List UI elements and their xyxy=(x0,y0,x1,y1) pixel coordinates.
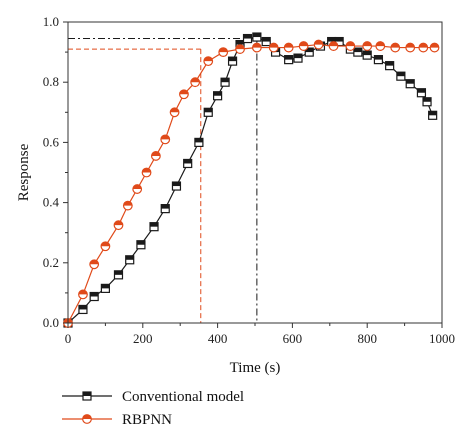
y-tick-label: 0.8 xyxy=(43,74,59,89)
data-point-fill xyxy=(327,37,336,42)
legend-item-conventional-model: Conventional model xyxy=(62,389,244,405)
legend-label-rbpnn: RBPNN xyxy=(122,412,172,428)
x-tick-label: 0 xyxy=(65,331,72,346)
series-layer xyxy=(63,32,440,328)
data-point-fill xyxy=(221,78,230,83)
y-axis-title: Response xyxy=(16,143,32,201)
legend-marker-shape-fill xyxy=(83,392,91,396)
data-point-fill xyxy=(335,37,344,42)
y-tick-label: 0.0 xyxy=(43,315,59,330)
data-point-fill xyxy=(374,55,383,60)
data-point-fill xyxy=(252,33,261,38)
legend-item-rbpnn: RBPNN xyxy=(62,412,172,428)
data-point-fill xyxy=(417,88,426,93)
data-point-fill xyxy=(203,56,213,62)
legend-marker-rbpnn xyxy=(82,414,92,424)
data-point-fill xyxy=(194,138,203,143)
data-point-fill xyxy=(142,168,151,173)
data-point-fill xyxy=(172,182,181,187)
data-point-fill xyxy=(294,54,303,59)
series-line xyxy=(67,36,434,324)
data-point-fill xyxy=(252,43,262,48)
x-tick-label: 600 xyxy=(283,331,303,346)
data-point-fill xyxy=(150,222,159,227)
legend-label-conventional-model: Conventional model xyxy=(122,389,244,405)
data-point-fill xyxy=(419,43,428,48)
data-point-fill xyxy=(428,111,437,116)
data-point-fill xyxy=(101,284,110,289)
data-point-fill xyxy=(284,55,293,60)
data-point-fill xyxy=(78,305,87,310)
data-point-fill xyxy=(190,77,200,83)
data-point-fill xyxy=(353,48,362,53)
data-point-fill xyxy=(346,41,355,47)
series-rbpnn xyxy=(63,39,440,328)
data-point-fill xyxy=(161,204,170,209)
data-point-fill xyxy=(151,151,161,156)
x-axis-ticks: 0 200 400 600 800 1000 xyxy=(65,323,455,346)
data-point-fill xyxy=(405,43,415,48)
data-point-fill xyxy=(218,47,228,53)
data-point-fill xyxy=(101,241,110,247)
data-point-fill xyxy=(125,255,134,260)
data-point-fill xyxy=(385,61,394,66)
data-point-fill xyxy=(213,91,222,96)
legend-marker-conventional-model xyxy=(82,391,92,401)
data-point-fill xyxy=(314,40,323,45)
y-tick-label: 0.2 xyxy=(43,255,59,270)
data-point-fill xyxy=(262,37,271,42)
data-point-fill xyxy=(89,260,99,265)
x-tick-label: 400 xyxy=(208,331,228,346)
data-point-fill xyxy=(284,43,293,48)
data-point-fill xyxy=(123,201,133,206)
y-axis-ticks: 0.0 0.2 0.4 0.6 0.8 1.0 xyxy=(43,14,68,330)
data-point-fill xyxy=(423,97,432,102)
data-point-fill xyxy=(430,43,439,48)
data-point-fill xyxy=(90,292,99,297)
series-line xyxy=(67,43,435,324)
data-point-fill xyxy=(299,41,308,47)
x-tick-label: 1000 xyxy=(429,331,455,346)
y-tick-label: 1.0 xyxy=(43,14,59,29)
data-point-fill xyxy=(329,41,338,47)
data-point-fill xyxy=(136,240,145,245)
data-point-fill xyxy=(132,184,142,190)
data-point-fill xyxy=(269,43,278,48)
legend: Conventional model RBPNN xyxy=(62,389,244,428)
reference-lines xyxy=(68,38,258,323)
data-point-fill xyxy=(362,41,372,47)
y-tick-label: 0.4 xyxy=(43,195,60,210)
data-point-fill xyxy=(160,135,170,140)
data-point-fill xyxy=(363,51,372,56)
data-point-fill xyxy=(305,48,314,53)
x-axis-title: Time (s) xyxy=(230,360,281,376)
data-point-fill xyxy=(396,72,405,77)
data-point-fill xyxy=(375,41,385,47)
data-point-fill xyxy=(235,44,245,50)
x-tick-label: 200 xyxy=(133,331,153,346)
data-point-fill xyxy=(78,290,88,295)
data-point-fill xyxy=(114,220,123,226)
data-point-fill xyxy=(114,270,123,275)
data-point-fill xyxy=(183,159,192,164)
data-point-fill xyxy=(228,57,237,62)
x-tick-label: 800 xyxy=(357,331,377,346)
data-point-fill xyxy=(204,108,213,113)
data-point-fill xyxy=(406,79,415,84)
data-point-fill xyxy=(170,108,179,113)
data-point-fill xyxy=(179,89,189,95)
plot-area: 0 200 400 600 800 1000 0.0 0.2 0.4 0.6 0.8 1.0 xyxy=(43,14,455,346)
series-conventional-model xyxy=(63,32,438,328)
data-point-fill xyxy=(243,34,252,39)
data-point-fill xyxy=(236,40,245,45)
y-tick-label: 0.6 xyxy=(43,134,60,149)
data-point-fill xyxy=(390,43,400,48)
legend-marker-shape-fill xyxy=(82,414,92,419)
